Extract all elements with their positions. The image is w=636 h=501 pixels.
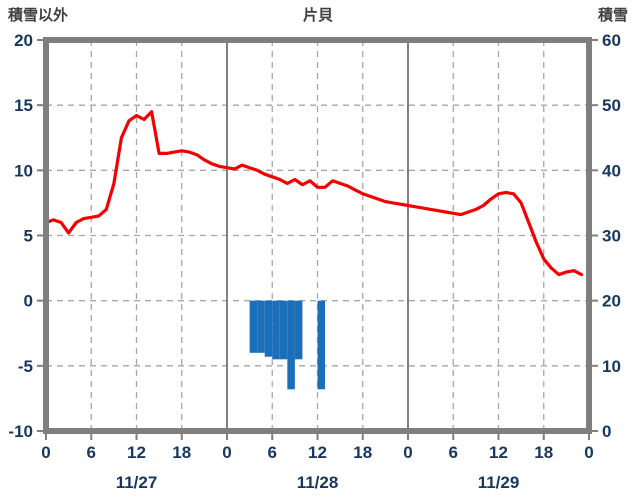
right-tick-label: 20 [602, 292, 621, 311]
date-label: 11/29 [478, 473, 520, 492]
precipitation-bar [272, 300, 280, 360]
right-tick-label: 40 [602, 161, 621, 180]
temperature-line [44, 110, 584, 277]
right-axis-title: 積雪 [597, 7, 628, 24]
right-tick-label: 50 [602, 96, 621, 115]
hour-tick-label: 0 [222, 443, 231, 462]
hour-tick-label: 12 [308, 443, 327, 462]
left-tick-label: 5 [24, 227, 33, 246]
date-label: 11/28 [297, 473, 339, 492]
hour-tick-label: 0 [403, 443, 412, 462]
left-tick-label: 10 [14, 161, 33, 180]
left-tick-label: -5 [18, 357, 33, 376]
plot-border [43, 37, 592, 434]
precipitation-bar [287, 300, 295, 390]
precipitation-bar [249, 300, 258, 353]
hour-tick-label: 12 [489, 443, 508, 462]
hour-tick-label: 18 [353, 443, 372, 462]
right-tick-label: 10 [602, 357, 621, 376]
hour-tick-label: 6 [87, 443, 96, 462]
precipitation-bar [264, 300, 273, 357]
right-tick-label: 30 [602, 227, 621, 246]
precipitation-bar [257, 300, 265, 353]
date-label: 11/27 [116, 473, 158, 492]
right-tick-label: 0 [602, 422, 611, 441]
right-tick-label: 60 [602, 31, 621, 50]
hour-tick-label: 18 [534, 443, 553, 462]
left-tick-label: 20 [14, 31, 33, 50]
left-tick-label: 15 [14, 96, 33, 115]
precipitation-bar [317, 300, 326, 390]
hour-tick-label: 12 [127, 443, 146, 462]
hour-tick-label: 0 [41, 443, 50, 462]
hour-tick-label: 0 [584, 443, 593, 462]
left-axis-title: 積雪以外 [8, 7, 69, 24]
hour-tick-label: 18 [172, 443, 191, 462]
left-tick-label: 0 [24, 292, 33, 311]
precipitation-bar [294, 300, 303, 360]
precipitation-bar [279, 300, 288, 360]
hour-tick-label: 6 [268, 443, 277, 462]
hour-tick-label: 6 [449, 443, 458, 462]
left-tick-label: -10 [8, 422, 33, 441]
chart-title: 片貝 [302, 7, 333, 24]
